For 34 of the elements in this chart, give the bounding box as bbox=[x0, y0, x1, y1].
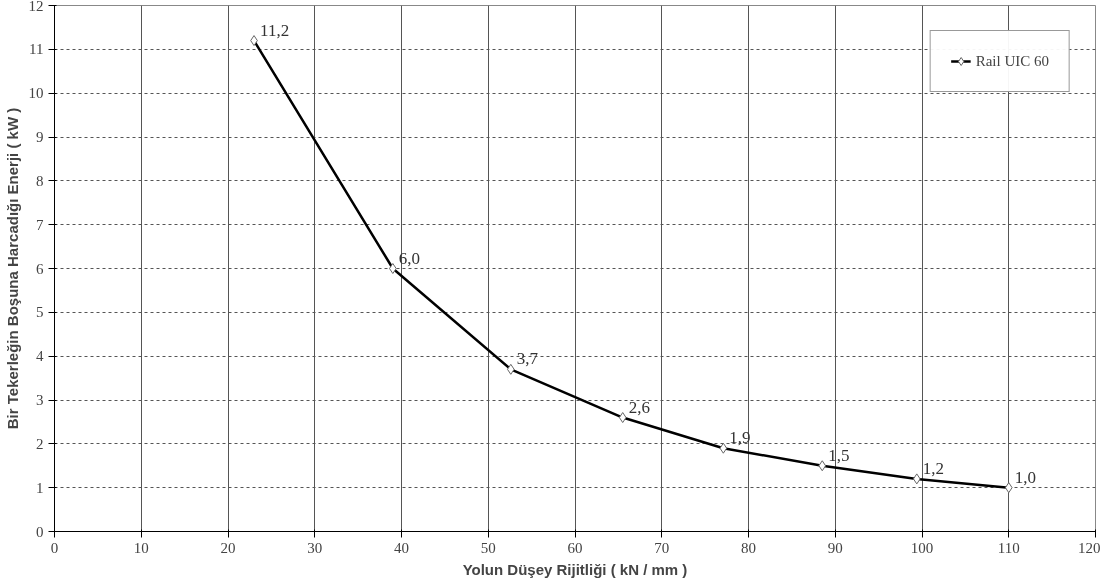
x-axis-title: Yolun Düşey Rijitliği ( kN / mm ) bbox=[462, 560, 688, 578]
y-axis-title: Bir Tekerleğin Boşuna Harcadığı Enerji ( kW ) bbox=[3, 107, 21, 430]
y-tick-label: 7 bbox=[36, 216, 44, 233]
x-tick-label: 50 bbox=[480, 539, 496, 556]
data-label: 11,2 bbox=[260, 20, 290, 40]
data-label: 2,6 bbox=[628, 397, 650, 417]
x-tick-label: 90 bbox=[827, 539, 843, 556]
x-tick-label: 30 bbox=[307, 539, 323, 556]
x-tick-label: 120 bbox=[1078, 539, 1101, 556]
y-tick-label: 12 bbox=[28, 0, 44, 14]
x-tick-label: 60 bbox=[567, 539, 583, 556]
x-tick-label: 40 bbox=[394, 539, 409, 556]
x-tick-label: 80 bbox=[741, 539, 756, 556]
x-tick-label: 70 bbox=[654, 539, 670, 556]
y-tick-label: 11 bbox=[29, 41, 44, 58]
data-label: 1,2 bbox=[922, 458, 945, 478]
y-tick-label: 3 bbox=[36, 392, 44, 408]
y-tick-label: 0 bbox=[36, 523, 44, 540]
y-tick-label: 5 bbox=[36, 304, 44, 321]
data-label: 3,7 bbox=[516, 349, 539, 369]
y-tick-label: 6 bbox=[36, 260, 44, 277]
x-tick-label: 10 bbox=[133, 539, 149, 556]
y-tick-label: 4 bbox=[36, 348, 44, 365]
x-tick-label: 20 bbox=[220, 539, 236, 556]
y-tick-label: 8 bbox=[36, 172, 44, 189]
legend-label: Rail UIC 60 bbox=[975, 52, 1049, 70]
y-tick-label: 9 bbox=[36, 129, 44, 145]
y-tick-label: 1 bbox=[36, 479, 44, 496]
data-label: 1,0 bbox=[1014, 467, 1036, 487]
x-tick-label: 110 bbox=[997, 539, 1020, 556]
x-tick-label: 0 bbox=[50, 539, 59, 556]
y-tick-label: 10 bbox=[28, 85, 44, 102]
x-tick-label: 100 bbox=[910, 539, 934, 556]
y-tick-label: 2 bbox=[36, 435, 44, 452]
